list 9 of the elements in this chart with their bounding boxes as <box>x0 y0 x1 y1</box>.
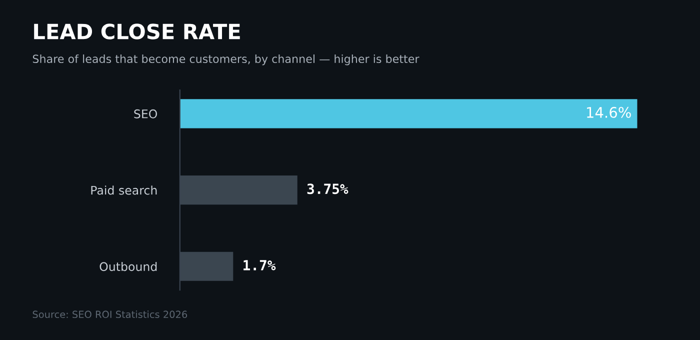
y-tick-label: SEO <box>134 109 158 118</box>
data-label: 14.6% <box>587 106 631 118</box>
chart-subtitle: Share of leads that become customers, by channel — higher is better <box>32 54 420 66</box>
source-note: Source: SEO ROI Statistics 2026 <box>32 310 188 318</box>
y-tick-label: Paid search <box>91 186 157 195</box>
data-label: 3.75% <box>307 184 348 194</box>
chart-title: LEAD CLOSE RATE <box>34 24 240 40</box>
y-tick-label: Outbound <box>100 262 157 272</box>
data-label: 1.7% <box>244 260 276 270</box>
